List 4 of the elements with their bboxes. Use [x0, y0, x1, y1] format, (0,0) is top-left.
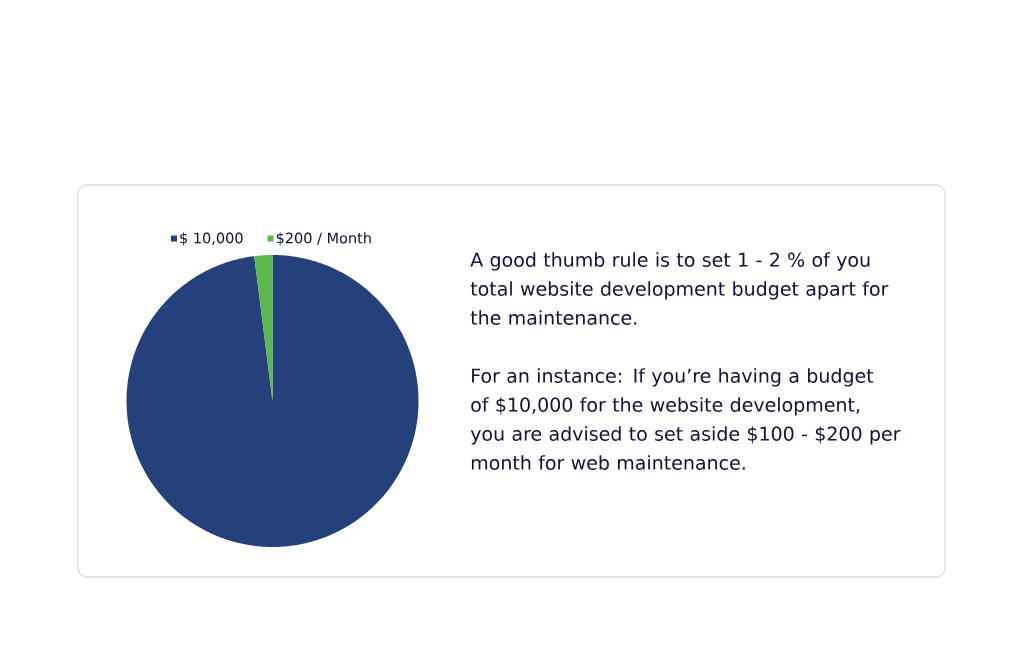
legend-label: $200 / Month: [276, 232, 371, 246]
text: For an instance: If you’re having a budget of $10,000 for the website development, you are advised to set aside $100 - $200 per month for web maintenance.: [470, 368, 901, 470]
legend-label: $ 10,000: [180, 232, 243, 246]
text: A good thumb rule is to set 1 - 2 % of you total website development budget apart for the maintenance.: [470, 252, 889, 325]
